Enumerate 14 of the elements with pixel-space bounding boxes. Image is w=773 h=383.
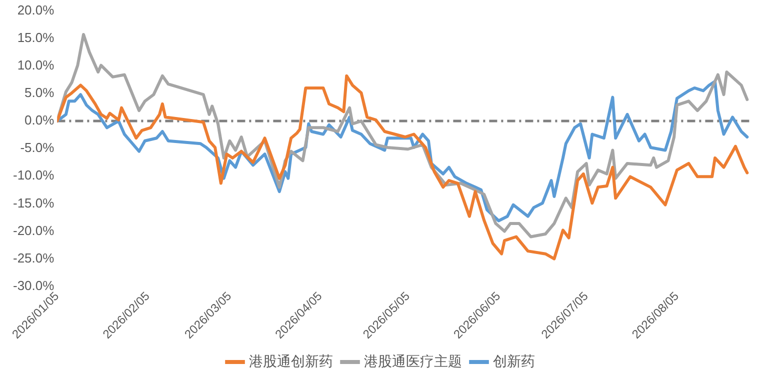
y-tick-label: 5.0%	[24, 85, 55, 100]
y-tick-label: -30.0%	[12, 278, 55, 293]
legend-label: 港股通创新药	[249, 352, 333, 369]
legend-label: 港股通医疗主题	[364, 352, 462, 369]
y-tick-label: -15.0%	[12, 195, 55, 210]
y-tick-label: 15.0%	[17, 30, 55, 45]
y-tick-label: 10.0%	[17, 57, 55, 72]
y-tick-label: -5.0%	[20, 140, 55, 156]
y-tick-label: 0.0%	[24, 112, 55, 128]
legend-label: 创新药	[493, 352, 535, 369]
y-tick-label: -10.0%	[12, 168, 55, 183]
y-tick-label: -20.0%	[12, 222, 55, 238]
y-tick-label: -25.0%	[12, 250, 55, 266]
y-tick-label: 20.0%	[17, 2, 55, 18]
